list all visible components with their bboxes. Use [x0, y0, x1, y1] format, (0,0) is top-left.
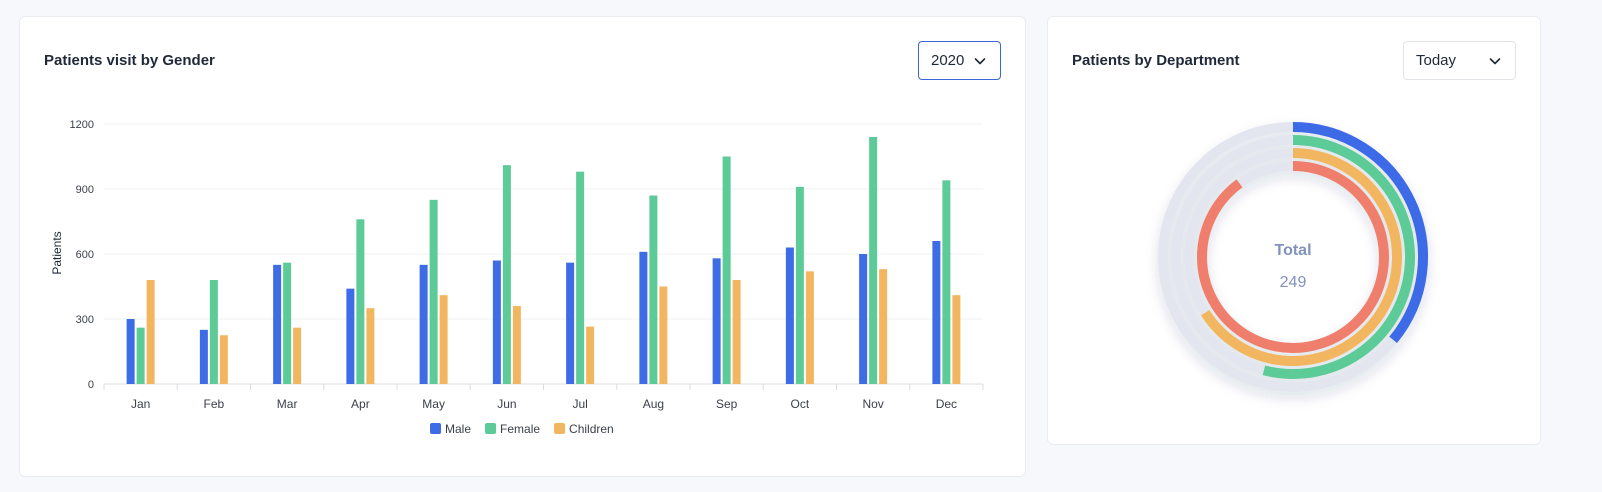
legend-swatch-male[interactable]: [430, 423, 441, 434]
bar-female-mar[interactable]: [283, 262, 292, 384]
bar-male-jul[interactable]: [566, 262, 575, 384]
y-tick-label: 1200: [70, 119, 94, 131]
bar-male-oct[interactable]: [785, 247, 794, 385]
bar-male-sep[interactable]: [712, 258, 721, 384]
period-select[interactable]: Today: [1403, 41, 1516, 80]
department-chart-card: Total 249 Patients by Department Today: [1047, 16, 1541, 445]
chevron-down-icon: [974, 58, 986, 65]
y-tick-label: 600: [76, 249, 94, 261]
bar-male-nov[interactable]: [859, 254, 868, 384]
bar-female-aug[interactable]: [649, 195, 658, 385]
bar-male-dec[interactable]: [932, 241, 941, 384]
donut-center-value: 249: [1280, 274, 1307, 291]
bar-male-mar[interactable]: [273, 264, 282, 384]
bar-children-jan[interactable]: [146, 280, 155, 384]
bar-female-apr[interactable]: [356, 219, 365, 384]
bar-children-mar[interactable]: [293, 327, 302, 384]
x-tick-label: Feb: [204, 397, 225, 411]
x-tick-label: Dec: [936, 397, 957, 411]
bar-female-may[interactable]: [429, 199, 438, 384]
bar-female-oct[interactable]: [795, 186, 804, 384]
x-tick-label: Nov: [862, 397, 883, 411]
bar-children-dec[interactable]: [952, 295, 961, 384]
bar-female-jan[interactable]: [136, 327, 145, 384]
bar-male-may[interactable]: [419, 264, 428, 384]
bar-male-jun[interactable]: [492, 260, 501, 385]
x-tick-label: Sep: [716, 397, 738, 411]
period-select-value: Today: [1416, 52, 1457, 69]
y-tick-label: 300: [76, 314, 94, 326]
bar-female-feb[interactable]: [209, 280, 218, 384]
bar-children-nov[interactable]: [879, 269, 888, 384]
bar-children-apr[interactable]: [366, 308, 375, 384]
legend-swatch-female[interactable]: [485, 423, 497, 434]
bar-children-jul[interactable]: [586, 326, 595, 384]
gender-bar-chart: 0 300 600 900 1200 Jan Feb Mar Apr May Jun Jul Aug Se…: [50, 119, 984, 436]
year-select[interactable]: 2020: [918, 41, 1001, 80]
bar-female-sep[interactable]: [722, 156, 731, 385]
x-tick-label: May: [422, 397, 445, 411]
y-tick-label: 900: [76, 184, 94, 196]
ring-arc-1[interactable]: [1262, 135, 1415, 379]
bar-female-nov[interactable]: [869, 137, 878, 384]
bar-female-jul[interactable]: [576, 171, 585, 384]
legend-swatch-children[interactable]: [554, 423, 566, 434]
x-tick-label: Mar: [277, 397, 298, 411]
gender-chart-card: 0 300 600 900 1200 Jan Feb Mar Apr May Jun Jul Aug Se…: [19, 16, 1026, 477]
bar-male-apr[interactable]: [346, 288, 355, 384]
bar-children-feb[interactable]: [219, 335, 228, 384]
legend-label-children[interactable]: Children: [569, 422, 614, 436]
x-tick-label: Aug: [643, 397, 664, 411]
bar-female-dec[interactable]: [942, 180, 951, 384]
x-tick-label: Jan: [131, 397, 150, 411]
bar-male-aug[interactable]: [639, 251, 648, 384]
ring-arc-2[interactable]: [1200, 148, 1402, 366]
gender-card-title: Patients visit by Gender: [44, 52, 215, 69]
donut-center-label: Total: [1274, 242, 1311, 259]
y-axis-label: Patients: [50, 231, 64, 274]
x-tick-label: Apr: [351, 397, 370, 411]
y-tick-label: 0: [88, 379, 94, 391]
chevron-down-icon: [1489, 58, 1501, 65]
bar-children-may[interactable]: [439, 295, 448, 384]
year-select-value: 2020: [931, 52, 965, 69]
bar-children-jun[interactable]: [512, 306, 521, 384]
department-radial-chart: Total 249: [1158, 122, 1428, 392]
x-tick-label: Jul: [572, 397, 587, 411]
bar-children-aug[interactable]: [659, 286, 668, 385]
bar-female-jun[interactable]: [502, 165, 511, 384]
bar-children-sep[interactable]: [732, 280, 741, 384]
ring-arc-0[interactable]: [1292, 122, 1428, 344]
bar-male-jan[interactable]: [126, 319, 135, 384]
bar-male-feb[interactable]: [199, 329, 208, 384]
bar-children-oct[interactable]: [805, 271, 814, 384]
x-tick-label: Oct: [791, 397, 810, 411]
legend-label-female[interactable]: Female: [500, 422, 540, 436]
x-tick-label: Jun: [497, 397, 516, 411]
legend-label-male[interactable]: Male: [445, 422, 471, 436]
ring-arc-3[interactable]: [1197, 161, 1389, 353]
department-card-title: Patients by Department: [1072, 52, 1240, 69]
